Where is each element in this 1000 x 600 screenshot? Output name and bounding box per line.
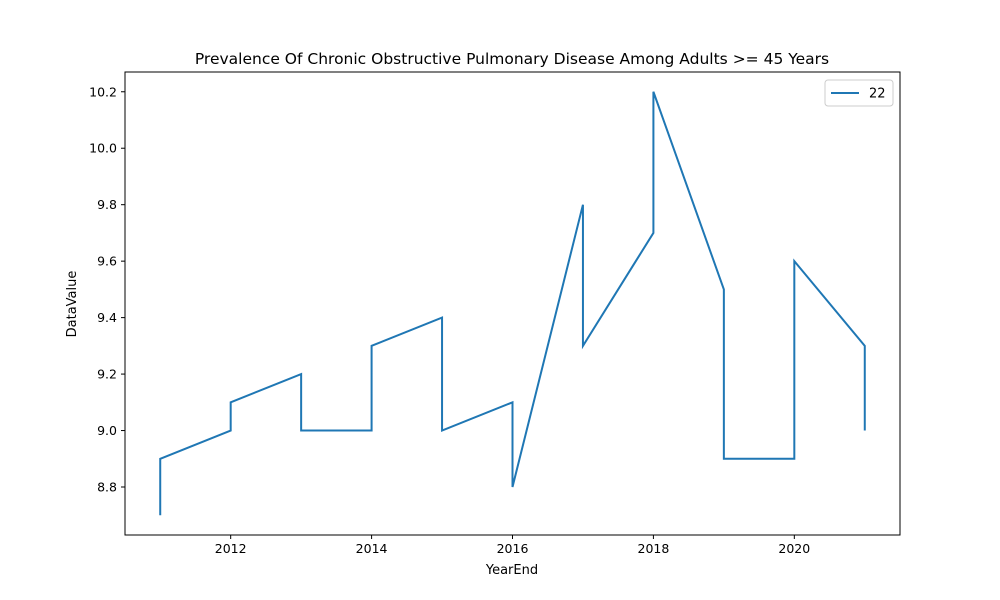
x-tick-label: 2018 [638,541,670,556]
series-layer [159,91,866,516]
y-tick-label: 9.4 [97,310,117,325]
chart-title: Prevalence Of Chronic Obstructive Pulmon… [195,50,829,68]
x-tick-label: 2020 [778,541,810,556]
x-axis-title: YearEnd [485,563,538,578]
x-tick-label: 2014 [356,541,388,556]
y-tick-label: 9.2 [97,367,117,382]
y-axis-title: DataValue [65,271,80,338]
y-tick-label: 9.6 [97,254,117,269]
x-tick-label: 2016 [497,541,529,556]
y-tick-label: 9.8 [97,197,117,212]
y-tick-label: 10.0 [89,141,117,156]
y-tick-label: 10.2 [89,84,117,99]
y-axis: 8.8 9.0 9.2 9.4 9.6 9.8 10.0 10.2 [89,84,125,495]
y-tick-label: 8.8 [97,480,117,495]
x-tick-label: 2012 [215,541,247,556]
y-tick-label: 9.0 [97,423,117,438]
legend: 22 [824,79,894,107]
x-axis: 2012 2014 2016 2018 2020 [215,535,810,556]
series-line-22 [159,91,866,516]
legend-label: 22 [869,87,886,102]
